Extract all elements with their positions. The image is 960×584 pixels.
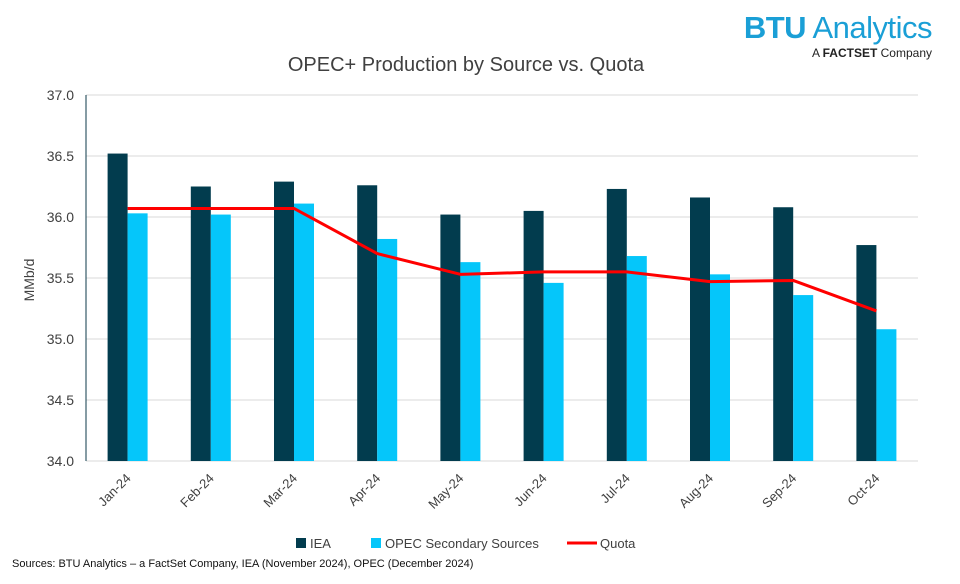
y-axis-label: MMb/d — [21, 259, 37, 302]
opec-bar — [294, 203, 314, 461]
iea-bar — [606, 188, 627, 461]
opec-bar — [626, 256, 647, 461]
opec-bar — [127, 213, 148, 461]
opec-bar — [460, 262, 481, 461]
x-tick-label: Jun-24 — [511, 471, 550, 510]
x-tick-label: Feb-24 — [177, 471, 217, 511]
iea-bar — [856, 245, 877, 461]
x-tick-label: Oct-24 — [844, 471, 882, 509]
y-tick-label: 37.0 — [47, 87, 74, 103]
legend-label-iea: IEA — [310, 536, 331, 551]
iea-bar — [690, 197, 710, 462]
iea-bar — [440, 214, 461, 461]
y-tick-label: 36.0 — [47, 209, 74, 225]
y-tick-label: 35.0 — [47, 331, 74, 347]
legend-label-quota: Quota — [600, 536, 636, 551]
x-tick-label: May-24 — [425, 471, 466, 512]
opec-bar — [876, 329, 897, 461]
source-note: Sources: BTU Analytics – a FactSet Compa… — [12, 558, 474, 570]
y-tick-label: 36.5 — [47, 148, 74, 164]
iea-bar — [190, 186, 211, 461]
x-tick-label: Sep-24 — [759, 471, 799, 511]
opec-bar — [793, 295, 814, 461]
opec-bar — [710, 274, 730, 461]
chart-title: OPEC+ Production by Source vs. Quota — [288, 54, 645, 76]
y-tick-label: 34.5 — [47, 392, 74, 408]
x-tick-label: Mar-24 — [260, 471, 300, 511]
iea-bar — [357, 185, 378, 461]
x-tick-label: Aug-24 — [676, 471, 716, 511]
legend-swatch-opec — [371, 538, 381, 548]
iea-bar — [523, 210, 544, 461]
legend-swatch-iea — [296, 538, 306, 548]
iea-bar — [274, 181, 294, 461]
opec-bar — [543, 282, 564, 461]
y-tick-label: 34.0 — [47, 453, 74, 469]
iea-bar — [773, 207, 794, 461]
opec-bar — [210, 214, 231, 461]
x-tick-label: Apr-24 — [345, 471, 383, 509]
iea-bar — [107, 153, 128, 461]
x-tick-label: Jul-24 — [597, 471, 633, 507]
opec-bar — [377, 238, 398, 461]
quota-line — [127, 206, 877, 313]
btu-analytics-logo: BTU Analytics A FACTSET Company — [743, 10, 933, 61]
legend-label-opec: OPEC Secondary Sources — [385, 536, 539, 551]
x-tick-label: Jan-24 — [95, 471, 134, 510]
y-tick-label: 35.5 — [47, 270, 74, 286]
